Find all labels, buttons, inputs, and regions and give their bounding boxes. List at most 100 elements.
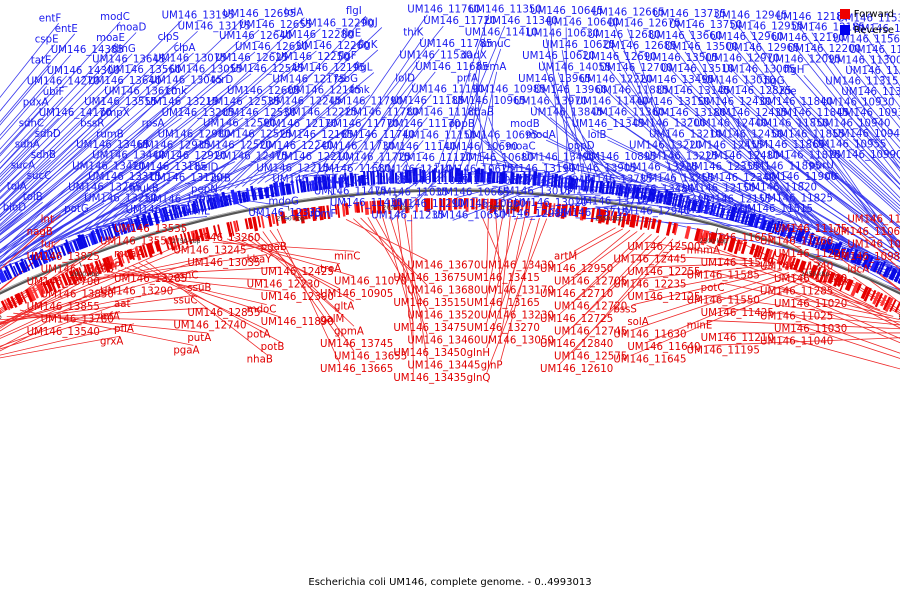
forward-feature bbox=[27, 287, 37, 302]
reverse-leader-line bbox=[0, 95, 186, 244]
reverse-gene-label: UM146_11345 bbox=[572, 119, 645, 130]
reverse-feature bbox=[161, 207, 168, 222]
forward-leader-line bbox=[0, 323, 135, 356]
reverse-gene-label: UM146_12240 bbox=[260, 141, 333, 152]
reverse-leader-line bbox=[0, 63, 174, 226]
reverse-feature bbox=[699, 200, 705, 213]
forward-gene-label: UM146_12425 bbox=[261, 267, 334, 278]
reverse-leader-line bbox=[0, 29, 260, 258]
reverse-gene-label: entF bbox=[39, 13, 62, 24]
forward-leader-line bbox=[559, 228, 624, 265]
reverse-feature bbox=[177, 204, 183, 218]
reverse-feature bbox=[323, 175, 328, 190]
reverse-feature bbox=[412, 167, 416, 183]
reverse-leader-line bbox=[0, 74, 129, 199]
forward-feature bbox=[665, 221, 672, 236]
forward-feature bbox=[448, 198, 451, 211]
forward-feature bbox=[68, 270, 78, 285]
reverse-gene-label: UM146_10675 bbox=[441, 165, 514, 176]
reverse-gene-label: UM146_12210 bbox=[276, 152, 349, 163]
reverse-gene-label: potG bbox=[64, 204, 89, 215]
reverse-leader-line bbox=[491, 94, 494, 167]
reverse-gene-label: clpA bbox=[174, 43, 196, 54]
forward-gene-label: UM146_12235 bbox=[613, 280, 686, 291]
reverse-gene-label: sdhA bbox=[15, 140, 40, 151]
forward-gene-label: UM146_10905 bbox=[320, 289, 393, 300]
forward-feature bbox=[0, 309, 2, 314]
forward-feature bbox=[244, 218, 249, 230]
reverse-gene-label: UM146_14300 bbox=[47, 66, 120, 77]
forward-feature bbox=[98, 259, 104, 271]
reverse-leader-line bbox=[856, 117, 900, 164]
forward-feature bbox=[697, 229, 704, 244]
reverse-gene-label: helD bbox=[195, 163, 219, 174]
reverse-gene-label: flgK bbox=[358, 40, 378, 51]
reverse-gene-label: torD bbox=[211, 75, 233, 86]
forward-feature bbox=[376, 200, 382, 214]
forward-feature bbox=[303, 208, 308, 220]
forward-feature bbox=[364, 201, 370, 215]
reverse-leader-line bbox=[468, 128, 515, 169]
reverse-leader-line bbox=[0, 33, 76, 123]
reverse-gene-label: UM146_10680 bbox=[461, 153, 534, 164]
forward-gene-label: UM146_10975 bbox=[847, 240, 900, 251]
forward-leader-line bbox=[793, 273, 900, 329]
forward-feature bbox=[24, 288, 34, 303]
reverse-feature bbox=[234, 192, 240, 205]
forward-feature bbox=[884, 297, 894, 312]
reverse-leader-line bbox=[53, 150, 220, 244]
reverse-gene-label: UM146_13150 bbox=[637, 97, 710, 108]
forward-feature bbox=[481, 198, 485, 210]
reverse-feature bbox=[127, 217, 134, 232]
reverse-gene-label: UM146_11055 bbox=[395, 176, 468, 187]
reverse-gene-label: sucA bbox=[11, 161, 35, 172]
reverse-gene-label: UM146_10640 bbox=[546, 17, 619, 28]
reverse-gene-label: UM146_12625 bbox=[215, 53, 288, 64]
reverse-leader-line bbox=[591, 128, 754, 211]
reverse-gene-label: UM146_13610 bbox=[104, 87, 177, 98]
forward-feature bbox=[803, 262, 811, 278]
scale-tick-label: 2750 kbp bbox=[172, 238, 200, 245]
forward-gene-label: UM146_11585 bbox=[687, 270, 760, 281]
forward-feature bbox=[700, 229, 708, 246]
reverse-gene-label: UM146_12665 bbox=[592, 8, 665, 19]
reverse-gene-label: UM146_12675 bbox=[608, 19, 681, 30]
reverse-gene-label: UM146_12715 bbox=[126, 205, 199, 216]
reverse-gene-label: UM146_14385 bbox=[51, 45, 124, 56]
reverse-leader-line bbox=[0, 160, 113, 244]
reverse-gene-label: lolA bbox=[284, 8, 303, 19]
reverse-gene-label: UM146_12680 bbox=[588, 30, 661, 41]
forward-feature bbox=[180, 233, 185, 244]
reverse-gene-label: UM146_12260 bbox=[296, 41, 369, 52]
reverse-feature bbox=[333, 175, 337, 189]
forward-leader-line bbox=[706, 295, 900, 323]
forward-feature bbox=[629, 214, 635, 228]
forward-gene-label: UM146_12705 bbox=[554, 276, 627, 287]
reverse-gene-label: UM146_13490 bbox=[522, 153, 595, 164]
reverse-feature bbox=[765, 221, 772, 232]
forward-feature bbox=[639, 216, 645, 230]
reverse-feature bbox=[133, 218, 141, 231]
reverse-feature bbox=[823, 238, 832, 253]
forward-gene-label: UM146_13260 bbox=[187, 233, 260, 244]
reverse-feature bbox=[744, 214, 750, 225]
reverse-feature bbox=[129, 218, 136, 232]
forward-gene-label: UM146_11020 bbox=[774, 299, 847, 310]
reverse-gene-label: UM146_11785 bbox=[419, 39, 492, 50]
reverse-feature bbox=[75, 237, 83, 250]
reverse-feature bbox=[519, 174, 522, 185]
forward-gene-label: UM146_11210 bbox=[701, 333, 774, 344]
reverse-leader-line bbox=[611, 17, 680, 192]
reverse-gene-label: UM146_13020 bbox=[514, 198, 587, 209]
scale-tick bbox=[287, 205, 290, 211]
reverse-feature bbox=[795, 229, 803, 242]
reverse-gene-label: UM146_11120 bbox=[399, 153, 472, 164]
reverse-gene-label: UM146_11235 bbox=[371, 210, 444, 221]
reverse-gene-label: UM146_11325 bbox=[841, 87, 900, 98]
reverse-leader-line bbox=[829, 170, 900, 230]
reverse-gene-label: UM146_12530 bbox=[223, 108, 296, 119]
reverse-gene-label: UM146_10940 bbox=[817, 119, 890, 130]
forward-gene-label: UM146_13435 bbox=[393, 373, 466, 384]
reverse-gene-label: UM146_11725 bbox=[338, 153, 411, 164]
reverse-feature bbox=[147, 212, 154, 226]
